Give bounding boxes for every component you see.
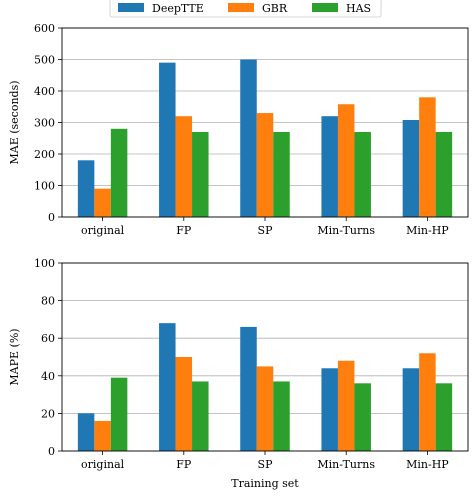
bar-has-sp [273,381,290,451]
legend-label-has: HAS [346,2,371,15]
x-tick-label: Min-HP [406,458,449,471]
legend: DeepTTE GBR HAS [109,0,382,18]
x-tick-label: Min-HP [406,224,449,237]
bar-has-min-turns [354,131,371,217]
plot-frame [61,262,469,452]
x-tick-label: FP [176,224,192,237]
plot-frame [61,27,469,218]
y-tick-label: 500 [34,54,55,67]
bar-has-min-turns [354,383,371,451]
y-tick-label: 400 [34,85,55,98]
y-tick-label: 0 [48,211,55,224]
y-tick-label: 200 [34,148,55,161]
bar-deeptte-min-hp [402,119,420,217]
y-tick-label: 20 [41,407,55,420]
bar-deeptte-original [77,413,95,451]
bar-has-min-hp [435,383,453,451]
bar-has-original [110,377,128,451]
bar-gbr-min-hp [419,353,436,451]
x-tick-label: FP [176,458,192,471]
y-tick-label: 60 [41,332,55,345]
bar-deeptte-original [77,160,95,217]
legend-swatch-gbr [228,3,254,12]
x-tick-label: original [81,458,125,471]
bar-deeptte-fp [159,323,176,451]
bar-deeptte-min-turns [321,368,338,451]
bar-gbr-fp [175,116,193,217]
bar-gbr-sp [256,113,274,217]
bar-gbr-original [94,420,111,451]
legend-swatch-has [312,3,338,12]
bar-gbr-min-hp [419,97,436,217]
x-tick-label: Min-Turns [317,224,375,237]
bar-gbr-min-turns [337,104,355,217]
y-tick-label: 600 [34,22,55,35]
x-tick-label: SP [258,224,274,237]
y-tick-label: 0 [48,445,55,458]
x-tick-label: SP [258,458,274,471]
bar-gbr-original [94,188,111,217]
bar-deeptte-min-turns [321,116,338,217]
bar-deeptte-sp [240,59,257,217]
y-axis-title: MAE (seconds) [8,80,21,164]
y-tick-label: 300 [34,117,55,130]
bar-has-original [110,128,128,217]
bar-deeptte-fp [159,62,176,218]
y-tick-label: 40 [41,370,55,383]
x-tick-label: Min-Turns [317,458,375,471]
legend-swatch-deeptte [118,3,144,12]
bar-has-fp [192,381,209,451]
bar-has-min-hp [435,131,453,217]
bar-deeptte-min-hp [402,368,420,451]
y-axis-title: MAPE (%) [8,328,21,385]
x-axis-title: Training set [231,477,299,490]
x-tick-label: original [81,224,125,237]
y-tick-label: 80 [41,295,55,308]
bar-deeptte-sp [240,326,257,451]
legend-label-deeptte: DeepTTE [152,2,204,15]
bar-gbr-fp [175,357,193,451]
chart-panel-1: 0 100 200 300 400 500 600 original FP SP Min-Turns… [8,22,469,237]
y-tick-label: 100 [34,180,55,193]
chart-panel-2: 0 20 40 60 80 100 original FP SP Min-Turns Min-HP M… [8,257,469,490]
bar-gbr-min-turns [337,360,355,451]
legend-label-gbr: GBR [262,2,288,15]
bar-has-sp [273,131,290,217]
y-tick-label: 100 [34,257,55,270]
bar-gbr-sp [256,366,274,451]
bar-has-fp [192,131,209,217]
